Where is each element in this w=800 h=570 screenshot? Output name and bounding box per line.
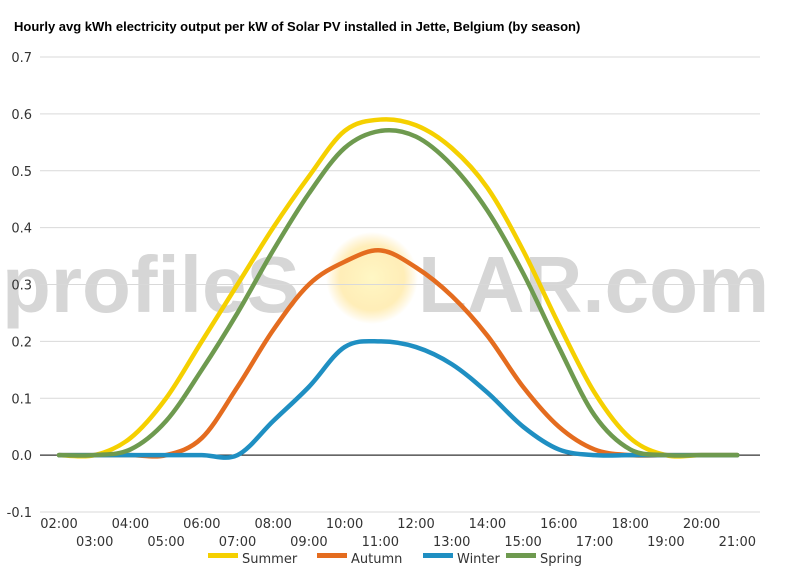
x-tick-label: 16:00	[540, 517, 577, 532]
legend: Summer Autumn Winter Spring	[208, 552, 582, 567]
legend-label: Winter	[457, 552, 501, 567]
x-tick-label: 08:00	[254, 517, 291, 532]
legend-label: Autumn	[351, 552, 402, 567]
legend-swatch	[423, 553, 453, 558]
grid	[40, 56, 760, 513]
y-tick-label: 0.2	[11, 335, 32, 350]
y-axis-ticks: 0.7 0.6 0.5 0.4 0.3 0.2 0.1 0.0 -0.1	[7, 51, 32, 521]
y-tick-label: 0.1	[11, 392, 32, 407]
x-tick-label: 14:00	[469, 517, 506, 532]
series-lines	[56, 117, 740, 460]
y-tick-label: 0.7	[11, 51, 32, 66]
series-line-summer	[56, 117, 740, 459]
x-axis-ticks: 02:00 03:00 04:00 05:00 06:00 07:00 08:00 09:00…	[40, 517, 756, 550]
x-tick-label: 15:00	[504, 535, 541, 550]
sun-icon	[326, 232, 418, 324]
x-tick-label: 10:00	[326, 517, 363, 532]
x-tick-label: 20:00	[683, 517, 720, 532]
y-tick-label: 0.5	[11, 165, 32, 180]
x-tick-label: 12:00	[397, 517, 434, 532]
legend-label: Summer	[242, 552, 298, 567]
y-tick-label: 0.0	[11, 449, 32, 464]
legend-swatch	[506, 553, 536, 558]
x-tick-label: 06:00	[183, 517, 220, 532]
x-tick-label: 05:00	[147, 535, 184, 550]
legend-swatch	[317, 553, 347, 558]
watermark: profileS LAR.com	[2, 232, 769, 329]
series-line-winter	[56, 338, 740, 460]
x-tick-label: 02:00	[40, 517, 77, 532]
y-tick-label: 0.6	[11, 108, 32, 123]
series-line-spring	[56, 127, 740, 458]
x-tick-label: 21:00	[719, 535, 756, 550]
y-tick-label: 0.3	[11, 279, 32, 294]
x-tick-label: 07:00	[219, 535, 256, 550]
y-tick-label: 0.4	[11, 222, 32, 237]
x-tick-label: 04:00	[112, 517, 149, 532]
x-tick-label: 18:00	[611, 517, 648, 532]
chart-title: Hourly avg kWh electricity output per kW…	[14, 19, 581, 34]
x-tick-label: 17:00	[576, 535, 613, 550]
x-tick-label: 13:00	[433, 535, 470, 550]
x-tick-label: 11:00	[362, 535, 399, 550]
legend-swatch	[208, 553, 238, 558]
legend-label: Spring	[540, 552, 582, 567]
y-tick-label: -0.1	[7, 506, 32, 521]
x-tick-label: 19:00	[647, 535, 684, 550]
x-tick-label: 09:00	[290, 535, 327, 550]
x-tick-label: 03:00	[76, 535, 113, 550]
